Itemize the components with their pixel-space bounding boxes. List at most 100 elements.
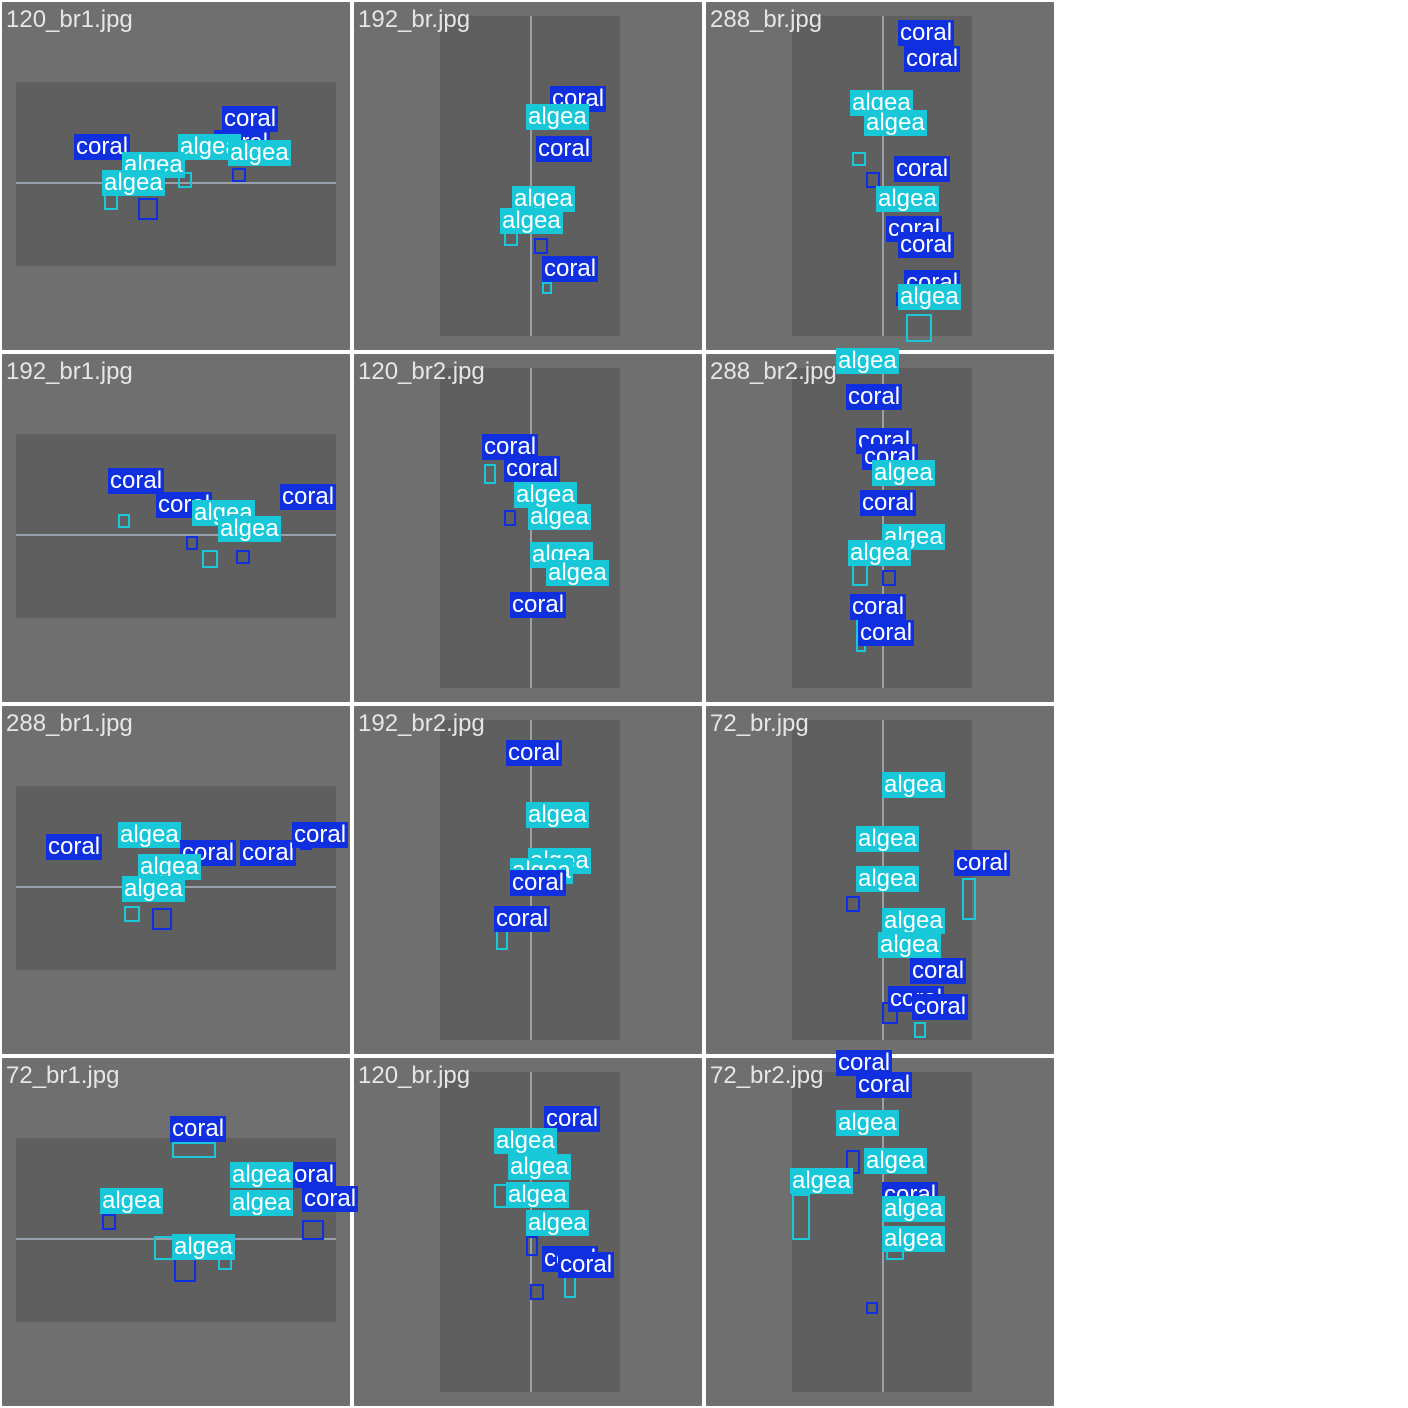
detection-box (124, 906, 140, 922)
coral-label: coral (850, 593, 907, 620)
tile-filename: 120_br.jpg (358, 1062, 471, 1089)
algea-label: algea (530, 541, 593, 568)
tile-filename: 192_br2.jpg (358, 710, 485, 737)
algea-label: algea (514, 481, 577, 508)
pipe-rail (16, 534, 336, 536)
detection-box (846, 1150, 860, 1174)
detection-tile: 192_br1.jpg coral coral coral algea algea (2, 354, 350, 702)
detection-box (866, 172, 880, 188)
detection-tile: 72_br1.jpg coral algea coral algea coral algea… (2, 1058, 359, 1406)
coral-label: coral (494, 905, 551, 932)
detection-box (846, 896, 860, 912)
coral-label: coral (536, 135, 593, 162)
detection-box (906, 314, 932, 342)
algea-label: algea (218, 515, 281, 542)
detection-box (484, 464, 496, 484)
detection-box (534, 238, 548, 254)
algea-label: algea (122, 875, 185, 902)
coral-label: coral (108, 467, 165, 494)
detection-tile: 192_br.jpg coral coral algea algea algea coral (354, 2, 702, 350)
algea-label: algea (882, 523, 945, 550)
detection-box (174, 1258, 196, 1282)
algea-label: algea (856, 865, 919, 892)
algea-label: algea (872, 459, 935, 486)
algea-label: algea (882, 1195, 945, 1222)
coral-label: coral (558, 1251, 615, 1278)
algea-label: algea (228, 139, 291, 166)
algea-label: algea (172, 1233, 235, 1260)
detection-box (178, 172, 192, 188)
coral-label: coral (846, 383, 903, 410)
tile-filename: 120_br1.jpg (6, 6, 133, 33)
coral-label: coral (510, 869, 567, 896)
algea-label: algea (138, 853, 201, 880)
coral-label: coral (504, 455, 561, 482)
detection-box (152, 908, 172, 930)
algea-label: algea (546, 559, 609, 586)
tile-filename: 288_br2.jpg (710, 358, 837, 385)
coral-label: coral (506, 739, 563, 766)
tile-filename: 120_br2.jpg (358, 358, 485, 385)
detection-box (102, 1214, 116, 1230)
detection-tile: 120_br1.jpgcoralcoralcoralalgeaalgeaalge… (2, 2, 350, 350)
pipe-rail (16, 182, 336, 184)
detection-box (792, 1194, 810, 1240)
algea-label: algea (836, 347, 899, 374)
coral-label: coral (510, 591, 567, 618)
tile-filename: 288_br.jpg (710, 6, 823, 33)
detection-box (236, 550, 250, 564)
tile-filename: 72_br1.jpg (6, 1062, 120, 1089)
algea-label: algea (118, 821, 181, 848)
detection-box (504, 510, 516, 526)
algea-label: algea (508, 1153, 571, 1180)
detection-box (526, 1236, 538, 1256)
coral-label: coral (858, 619, 915, 646)
pipe-rail (882, 16, 884, 336)
coral-label: coral (954, 849, 1011, 876)
coral-label: coral (910, 957, 967, 984)
detection-tile: 288_br2.jpg algea coral coral coral algea cora… (706, 348, 1054, 702)
coral-label: coral (170, 1115, 227, 1142)
detection-box (202, 550, 218, 568)
coral-label: coral (898, 231, 955, 258)
coral-label: coral (860, 489, 917, 516)
tile-filename: 288_br1.jpg (6, 710, 133, 737)
algea-label: algea (230, 1189, 293, 1216)
detection-box (172, 1142, 216, 1158)
algea-label: algea (494, 1127, 557, 1154)
algea-label: algea (526, 103, 589, 130)
algea-label: algea (882, 907, 945, 934)
algea-label: algea (100, 1187, 163, 1214)
algea-label: algea (506, 1181, 569, 1208)
coral-label: coral (222, 105, 279, 132)
coral-label: coral (240, 839, 297, 866)
detection-box (962, 878, 976, 920)
coral-label: coral (280, 483, 337, 510)
coral-label: coral (856, 1071, 913, 1098)
detection-box (866, 1302, 878, 1314)
detection-box (882, 570, 896, 586)
detection-box (852, 152, 866, 166)
algea-label: algea (526, 801, 589, 828)
tile-filename: 192_br.jpg (358, 6, 471, 33)
detection-box (542, 282, 552, 294)
coral-label: coral (46, 833, 103, 860)
detection-tile: 288_br1.jpg coral algea coral coral algea alge… (2, 706, 350, 1054)
detection-box (138, 198, 158, 220)
algea-label: algea (882, 1225, 945, 1252)
detection-tile: 72_br.jpg algea algea coral algea algea algea c… (706, 706, 1054, 1054)
coral-label: coral (292, 821, 349, 848)
coral-label: coral (904, 45, 961, 72)
algea-label: algea (848, 539, 911, 566)
detection-box (118, 514, 130, 528)
algea-label: algea (512, 185, 575, 212)
detection-box (154, 1236, 174, 1260)
detection-tile: 288_br.jpg coral coral algea algea coral algea… (706, 2, 1054, 350)
coral-label: coral (912, 993, 969, 1020)
detection-box (530, 1284, 544, 1300)
algea-label: algea (898, 283, 961, 310)
detection-box (186, 536, 198, 550)
coral-label: coral (482, 433, 539, 460)
algea-label: algea (500, 207, 563, 234)
algea-label: algea (882, 771, 945, 798)
